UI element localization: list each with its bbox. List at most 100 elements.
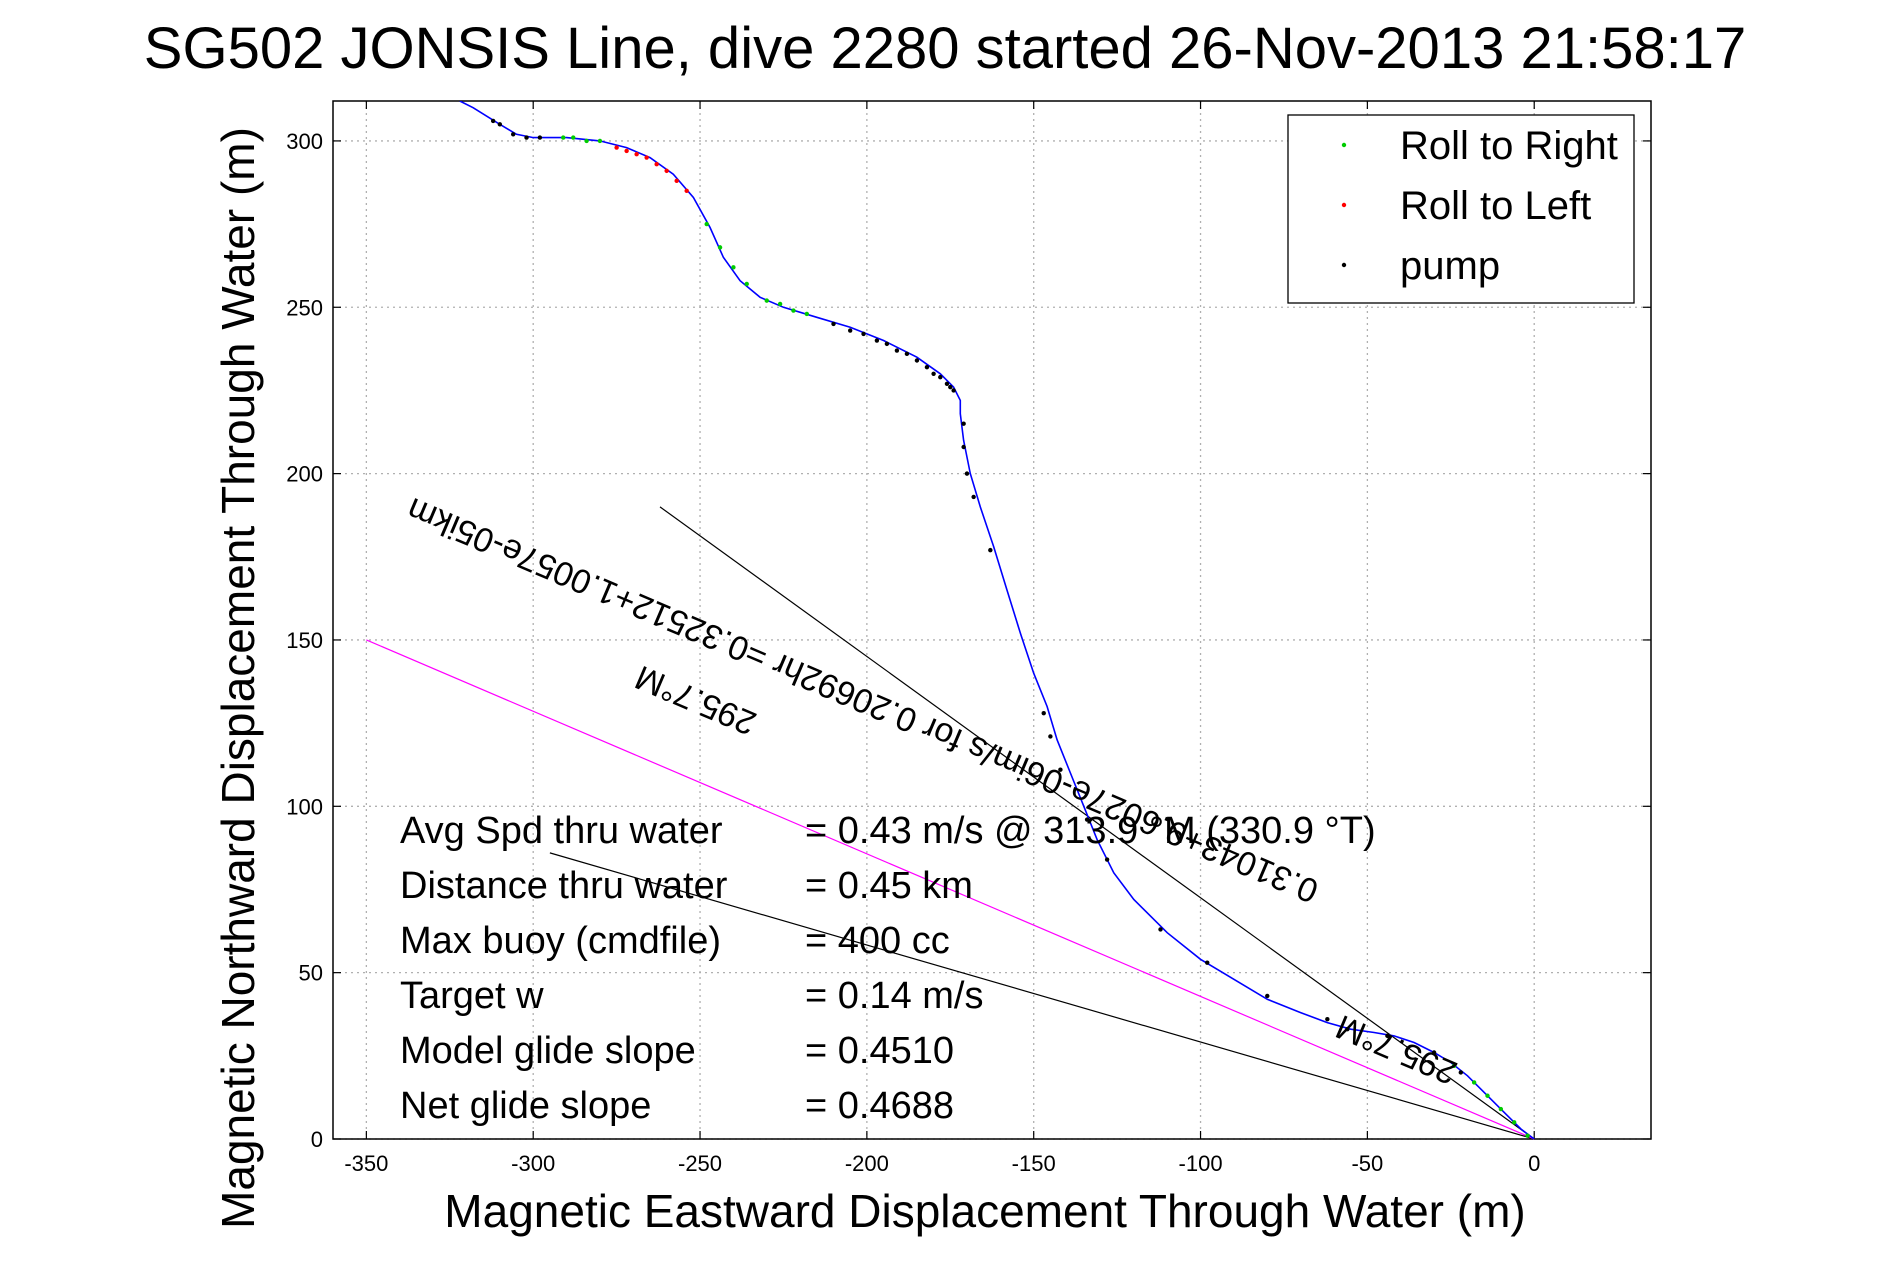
pump-marker bbox=[847, 328, 853, 333]
stat-value: = 0.4510 bbox=[805, 1030, 954, 1072]
y-tick-label: 200 bbox=[286, 462, 323, 487]
pump-marker bbox=[490, 118, 496, 124]
x-axis-label: Magnetic Eastward Displacement Through W… bbox=[444, 1185, 1525, 1237]
track-line bbox=[459, 101, 1535, 1139]
roll-right-marker bbox=[597, 138, 603, 144]
pump-marker bbox=[938, 374, 943, 380]
pump-marker bbox=[904, 351, 910, 357]
pump-marker bbox=[931, 371, 936, 377]
roll-right-marker bbox=[777, 301, 783, 307]
pump-marker bbox=[1385, 1033, 1390, 1039]
roll-right-marker bbox=[1511, 1120, 1517, 1125]
legend-marker bbox=[1341, 262, 1347, 268]
pump-marker bbox=[1265, 993, 1270, 999]
pump-marker bbox=[1158, 927, 1163, 932]
stat-value: = 0.4688 bbox=[805, 1085, 954, 1127]
roll-left-marker bbox=[614, 145, 619, 150]
pump-marker bbox=[964, 471, 970, 476]
pump-marker bbox=[537, 135, 543, 140]
stats-block: Avg Spd thru water = 0.43 m/s @ 313.9 °M … bbox=[400, 810, 1376, 1127]
pump-marker bbox=[944, 381, 950, 386]
pump-marker bbox=[884, 341, 890, 347]
roll-right-marker bbox=[1498, 1106, 1504, 1112]
x-tick-label: -300 bbox=[511, 1151, 555, 1176]
stat-value: = 0.45 km bbox=[805, 865, 973, 907]
pump-marker bbox=[961, 421, 966, 426]
stat-value: = 0.14 m/s bbox=[805, 975, 983, 1017]
stat-label: Max buoy (cmdfile) bbox=[400, 920, 721, 962]
stat-value: = 0.43 m/s @ 313.9 °M (330.9 °T) bbox=[805, 810, 1376, 852]
y-tick-label: 150 bbox=[286, 628, 323, 653]
chart-title: SG502 JONSIS Line, dive 2280 started 26-… bbox=[144, 16, 1746, 81]
x-tick-label: -150 bbox=[1012, 1151, 1056, 1176]
legend: Roll to Right Roll to Left pump bbox=[1287, 114, 1635, 304]
pump-marker bbox=[961, 444, 966, 450]
roll-right-marker bbox=[1451, 1063, 1457, 1069]
pump-marker bbox=[1048, 734, 1053, 739]
roll-right-marker bbox=[804, 311, 810, 317]
pump-marker bbox=[1205, 960, 1210, 965]
reference-line bbox=[549, 852, 1535, 1140]
roll-right-marker bbox=[1485, 1093, 1490, 1098]
stat-label: Target w bbox=[400, 975, 544, 1017]
y-tick-label: 250 bbox=[286, 295, 323, 320]
pump-marker bbox=[1458, 1070, 1464, 1075]
pump-marker bbox=[924, 364, 930, 370]
roll-right-marker bbox=[717, 245, 723, 250]
x-tick-label: -50 bbox=[1351, 1151, 1383, 1176]
pump-marker bbox=[1431, 1050, 1437, 1055]
x-tick-label: 0 bbox=[1528, 1151, 1540, 1176]
stat-label: Model glide slope bbox=[400, 1030, 696, 1072]
legend-label: pump bbox=[1400, 244, 1500, 288]
pump-marker bbox=[1325, 1017, 1330, 1022]
roll-right-marker bbox=[764, 298, 769, 303]
roll-right-marker bbox=[744, 281, 749, 287]
roll-left-marker bbox=[664, 168, 669, 174]
pump-marker bbox=[831, 321, 836, 327]
x-tick-label: -100 bbox=[1179, 1151, 1223, 1176]
axes-box bbox=[332, 100, 1652, 1140]
markers-layer bbox=[490, 118, 1530, 1138]
pump-marker bbox=[1104, 857, 1110, 862]
pump-marker bbox=[971, 494, 976, 500]
pump-marker bbox=[1058, 767, 1063, 772]
pump-marker bbox=[894, 348, 900, 353]
roll-right-marker bbox=[1471, 1080, 1477, 1085]
y-axis-label: Magnetic Northward Displacement Through … bbox=[212, 127, 264, 1229]
pump-marker bbox=[1345, 1027, 1350, 1032]
reference-line bbox=[659, 506, 1535, 1140]
pump-marker bbox=[874, 338, 880, 343]
roll-left-marker bbox=[684, 188, 689, 194]
x-tick-label: -200 bbox=[845, 1151, 889, 1176]
roll-right-marker bbox=[584, 138, 589, 144]
roll-left-marker bbox=[624, 148, 629, 154]
roll-right-marker bbox=[571, 135, 576, 140]
roll-right-marker bbox=[704, 221, 709, 227]
stat-value: = 400 cc bbox=[805, 920, 950, 962]
legend-marker bbox=[1341, 142, 1347, 148]
roll-right-marker bbox=[1525, 1133, 1530, 1138]
reference-lines bbox=[366, 506, 1535, 1140]
axis-ticks: -350 -300 -250 -200 -150 -100 -50 0 0 50 100 150 200… bbox=[286, 101, 1651, 1176]
legend-marker bbox=[1341, 202, 1347, 208]
pump-marker bbox=[1084, 817, 1090, 822]
roll-left-marker bbox=[654, 162, 659, 167]
pump-marker bbox=[914, 358, 920, 363]
pump-marker bbox=[951, 388, 956, 393]
roll-right-marker bbox=[731, 265, 736, 270]
x-tick-label: -250 bbox=[678, 1151, 722, 1176]
pump-marker bbox=[524, 135, 529, 140]
roll-left-marker bbox=[634, 152, 639, 157]
stat-label: Distance thru water bbox=[400, 865, 728, 907]
y-tick-label: 0 bbox=[311, 1127, 323, 1152]
pump-marker bbox=[988, 547, 993, 553]
track-layer bbox=[459, 101, 1535, 1139]
roll-left-marker bbox=[674, 178, 679, 184]
legend-label: Roll to Right bbox=[1400, 124, 1618, 168]
pump-marker bbox=[1041, 710, 1046, 716]
legend-label: Roll to Left bbox=[1400, 184, 1591, 228]
stat-label: Net glide slope bbox=[400, 1085, 651, 1127]
roll-right-marker bbox=[791, 308, 796, 313]
pump-marker bbox=[497, 122, 503, 127]
